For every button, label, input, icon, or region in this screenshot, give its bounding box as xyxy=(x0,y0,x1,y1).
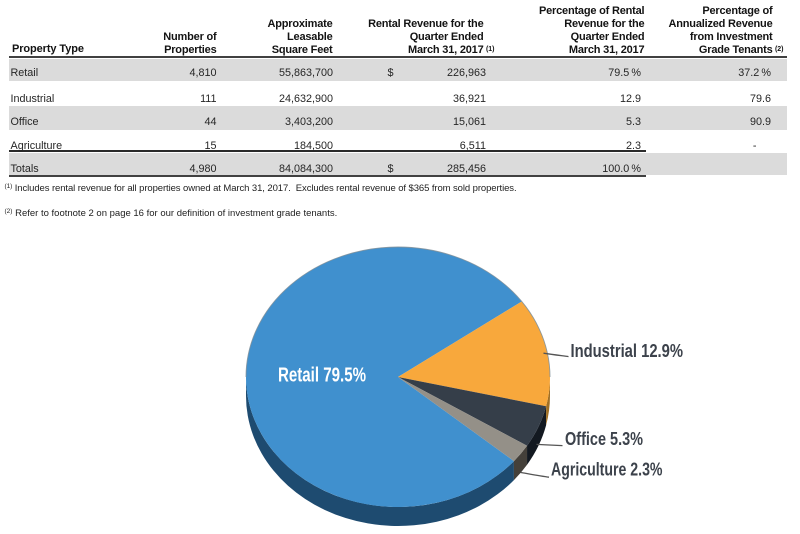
svg-text:Agriculture 2.3%: Agriculture 2.3% xyxy=(551,459,663,479)
svg-text:Retail 79.5%: Retail 79.5% xyxy=(278,365,366,387)
svg-text:Industrial 12.9%: Industrial 12.9% xyxy=(571,341,684,361)
svg-text:Office 5.3%: Office 5.3% xyxy=(565,429,643,449)
